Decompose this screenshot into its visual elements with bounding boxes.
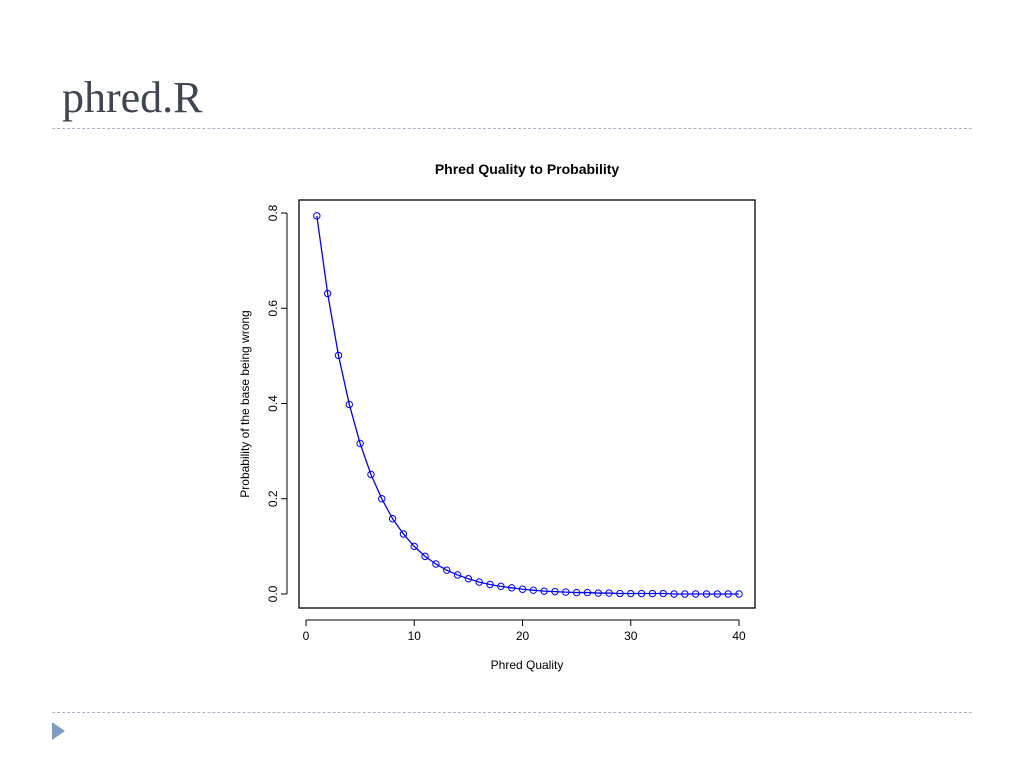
- data-point: [378, 495, 386, 503]
- data-point: [594, 589, 602, 597]
- data-point: [627, 589, 635, 598]
- data-point: [702, 590, 711, 598]
- slide-title: phred.R: [62, 73, 203, 122]
- chart-title: Phred Quality to Probability: [435, 161, 620, 177]
- data-point: [562, 588, 570, 596]
- data-point: [605, 589, 613, 597]
- data-point: [724, 590, 732, 598]
- data-point: [356, 439, 364, 448]
- data-point: [453, 571, 462, 579]
- footer-divider: [52, 712, 972, 713]
- y-tick-label: 0.6: [266, 300, 280, 317]
- data-point: [507, 584, 516, 592]
- plot-frame: [298, 199, 756, 609]
- y-tick-label: 0.8: [266, 204, 280, 221]
- y-axis-label: Probability of the base being wrong: [238, 310, 252, 497]
- data-point: [648, 589, 657, 598]
- x-tick-label: 20: [516, 629, 530, 643]
- y-tick-label: 0.2: [266, 490, 280, 507]
- data-point: [681, 590, 689, 598]
- data-point: [735, 590, 743, 598]
- data-point: [410, 542, 418, 551]
- data-point: [659, 589, 667, 598]
- data-point: [692, 590, 700, 598]
- data-point: [583, 588, 592, 597]
- data-point: [572, 588, 581, 597]
- x-tick-label: 30: [624, 629, 638, 643]
- data-point: [713, 590, 722, 598]
- title-divider: [52, 128, 972, 129]
- y-tick-label: 0.4: [266, 395, 280, 412]
- data-point: [551, 587, 559, 596]
- data-point: [529, 586, 538, 594]
- data-point: [313, 212, 321, 220]
- x-tick-label: 10: [408, 629, 422, 643]
- data-point: [540, 587, 548, 595]
- data-point: [345, 400, 353, 409]
- data-point: [388, 515, 397, 523]
- triangle-right-icon[interactable]: [52, 722, 65, 740]
- y-tick-label: 0.0: [266, 585, 280, 602]
- data-point: [334, 351, 343, 360]
- data-point: [399, 530, 408, 538]
- series-line: [316, 215, 739, 595]
- data-point: [497, 582, 505, 591]
- data-point: [637, 589, 646, 598]
- data-point: [443, 566, 451, 574]
- data-point: [323, 289, 332, 298]
- data-point: [518, 585, 527, 593]
- data-point: [475, 578, 483, 586]
- x-axis-label: Phred Quality: [491, 658, 564, 672]
- data-point: [421, 552, 429, 561]
- data-point: [367, 470, 375, 479]
- x-tick-label: 0: [303, 629, 310, 643]
- data-point: [670, 590, 678, 598]
- data-point: [432, 560, 440, 568]
- data-point: [464, 575, 473, 583]
- data-point: [486, 580, 494, 589]
- data-point: [616, 589, 624, 598]
- x-tick-label: 40: [732, 629, 746, 643]
